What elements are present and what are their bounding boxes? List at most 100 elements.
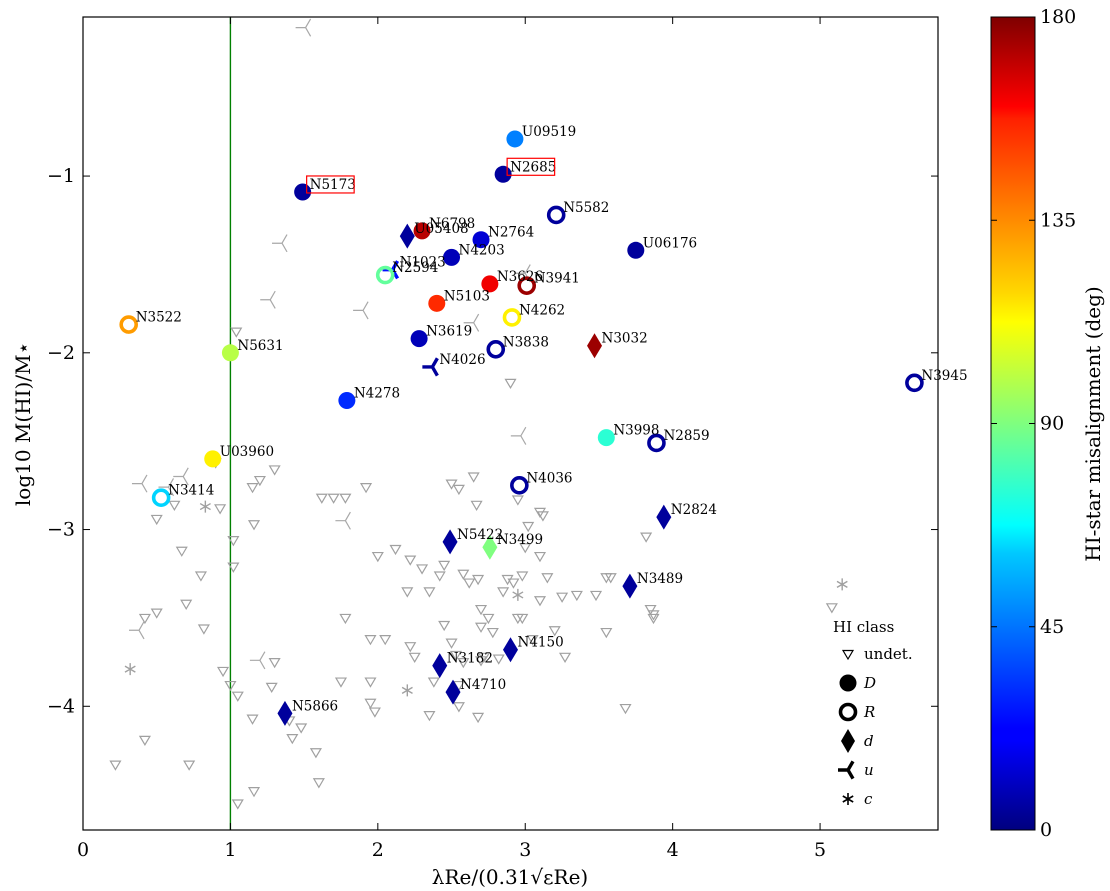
undetected-triangle bbox=[589, 590, 603, 602]
undetected-triangle bbox=[477, 652, 491, 663]
point-u09519 bbox=[506, 130, 524, 148]
undetected-triangle bbox=[231, 799, 244, 810]
y-tick-label: −2 bbox=[47, 342, 75, 364]
undetected-triangle bbox=[541, 573, 554, 584]
undetected-triangle bbox=[486, 627, 499, 639]
undetected-triangle bbox=[556, 592, 569, 603]
undetected-triangle bbox=[438, 620, 451, 632]
label-n3414: N3414 bbox=[168, 483, 214, 499]
undetected-triangle bbox=[433, 571, 446, 582]
undetected-triangle bbox=[533, 596, 547, 607]
undetected-triangle bbox=[445, 638, 458, 649]
undetected-triangle bbox=[570, 590, 583, 602]
undetected-triangle bbox=[286, 733, 299, 745]
legend-label-1: D bbox=[863, 674, 876, 692]
undetected-triangle bbox=[497, 587, 510, 598]
point-n4150 bbox=[503, 637, 518, 663]
undetected-markers bbox=[109, 18, 848, 810]
gray-c-marker bbox=[124, 663, 136, 676]
label-u05408: U05408 bbox=[414, 221, 468, 237]
point-n4203 bbox=[443, 248, 461, 266]
point-n5173 bbox=[294, 183, 312, 201]
undetected-triangle bbox=[474, 604, 488, 616]
undetected-triangle bbox=[401, 587, 414, 598]
label-n4026: N4026 bbox=[439, 352, 485, 368]
point-n5582 bbox=[546, 205, 566, 225]
undetected-triangle bbox=[315, 493, 328, 504]
point-n3522 bbox=[119, 315, 138, 334]
undetected-triangle bbox=[368, 707, 381, 718]
undetected-triangle bbox=[312, 778, 325, 789]
label-n3499: N3499 bbox=[497, 532, 543, 548]
undetected-triangle bbox=[359, 483, 373, 494]
gray-u-marker bbox=[295, 18, 312, 37]
y-tick-label: −4 bbox=[47, 695, 75, 717]
gray-u-marker bbox=[129, 621, 145, 640]
undetected-triangle bbox=[247, 787, 261, 798]
undetected-triangle bbox=[647, 613, 660, 625]
undetected-triangle bbox=[364, 698, 377, 709]
label-n3619: N3619 bbox=[426, 324, 472, 340]
legend-label-4: u bbox=[864, 761, 874, 779]
label-n2594: N2594 bbox=[392, 260, 438, 276]
label-n5103: N5103 bbox=[444, 288, 490, 304]
undetected-triangle bbox=[519, 543, 532, 554]
y-axis-label: log10 M(HI)/M⋆ bbox=[11, 342, 35, 506]
colorbar: 0 45 90 135 180 HI-star misalignment (deg) bbox=[990, 6, 1105, 841]
undetected-triangle bbox=[404, 642, 417, 653]
point-n4026 bbox=[422, 357, 439, 377]
label-n2824: N2824 bbox=[671, 502, 717, 518]
legend-triangle-marker bbox=[841, 649, 855, 661]
label-n6798: N6798 bbox=[429, 216, 475, 232]
undetected-triangle bbox=[214, 504, 227, 515]
undetected-triangle bbox=[504, 378, 517, 390]
legend-tri-marker bbox=[838, 760, 855, 780]
gray-u-marker bbox=[510, 426, 527, 445]
point-u06176 bbox=[627, 241, 645, 259]
undetected-triangle bbox=[265, 682, 278, 694]
colorbar-tick-label: 0 bbox=[1040, 819, 1052, 841]
point-n2594 bbox=[375, 265, 395, 285]
undetected-triangle bbox=[371, 551, 384, 563]
galaxy-markers bbox=[119, 130, 924, 726]
undetected-triangle bbox=[227, 536, 240, 547]
label-n5866: N5866 bbox=[292, 698, 338, 714]
undetected-triangle bbox=[472, 574, 485, 586]
label-n5582: N5582 bbox=[563, 200, 609, 216]
gray-u-marker bbox=[353, 301, 369, 320]
point-u05408 bbox=[399, 223, 415, 249]
gray-c-marker bbox=[199, 500, 211, 513]
point-n3032 bbox=[587, 333, 603, 359]
undetected-triangle bbox=[379, 635, 392, 646]
label-u06176: U06176 bbox=[643, 235, 697, 251]
undetected-triangle bbox=[138, 735, 151, 747]
label-n3998: N3998 bbox=[613, 423, 659, 439]
undetected-triangle bbox=[463, 578, 476, 589]
point-n2824 bbox=[656, 504, 672, 530]
undetected-triangle bbox=[150, 608, 163, 619]
x-tick-label: 1 bbox=[224, 839, 236, 861]
point-n3499 bbox=[482, 534, 498, 560]
undetected-triangle bbox=[246, 483, 259, 494]
undetected-triangle bbox=[492, 654, 505, 665]
label-n4262: N4262 bbox=[519, 302, 565, 318]
undetected-triangle bbox=[309, 748, 322, 759]
point-n5866 bbox=[277, 700, 293, 726]
undetected-triangle bbox=[558, 652, 572, 663]
legend-label-5: c bbox=[864, 790, 873, 808]
undetected-triangle bbox=[253, 475, 266, 487]
undetected-triangle bbox=[295, 723, 308, 734]
undetected-triangle bbox=[472, 712, 485, 724]
label-n3941: N3941 bbox=[534, 271, 580, 287]
colorbar-tick-label: 180 bbox=[1040, 6, 1076, 28]
point-n3941 bbox=[517, 276, 537, 295]
point-n3838 bbox=[486, 339, 506, 359]
undetected-triangle bbox=[364, 677, 377, 688]
undetected-triangle bbox=[175, 546, 188, 557]
undetected-triangle bbox=[522, 521, 535, 533]
undetected-triangle bbox=[457, 657, 470, 669]
undetected-triangle bbox=[647, 610, 660, 621]
undetected-triangle bbox=[457, 569, 470, 580]
